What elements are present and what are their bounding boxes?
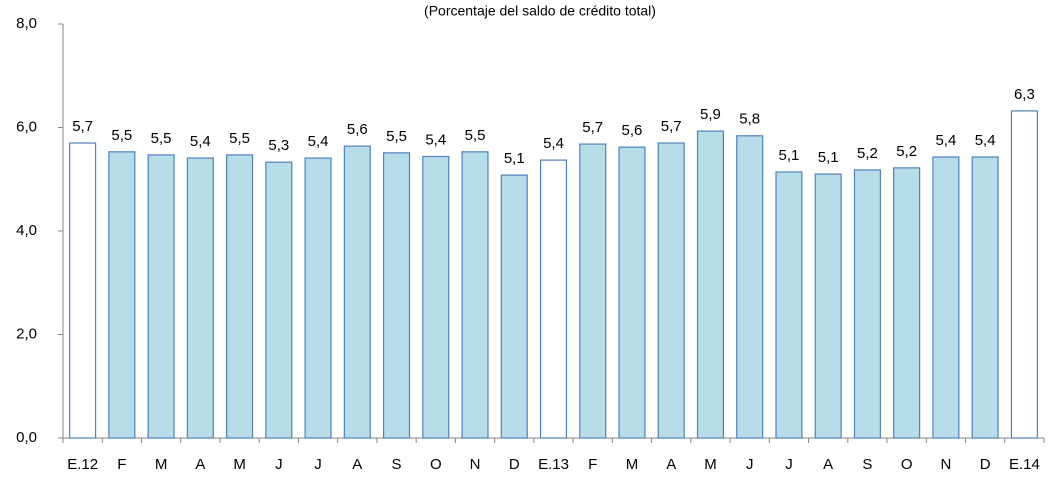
bar xyxy=(186,157,214,439)
bar xyxy=(265,161,293,439)
bar xyxy=(422,155,450,439)
y-tick-label: 0,0 xyxy=(16,429,37,446)
x-tick-label: E.13 xyxy=(538,456,569,473)
bar xyxy=(579,143,607,439)
x-tick-label: E.14 xyxy=(1009,456,1040,473)
value-label: 6,3 xyxy=(1014,86,1035,103)
bar xyxy=(500,174,528,439)
x-tick-label: J xyxy=(275,456,283,473)
value-label: 5,5 xyxy=(465,127,486,144)
value-label: 5,5 xyxy=(151,130,172,147)
bar xyxy=(618,146,646,439)
bar xyxy=(461,151,489,439)
bar xyxy=(69,142,97,439)
value-label: 5,4 xyxy=(935,132,956,149)
x-tick-label: N xyxy=(470,456,481,473)
bar xyxy=(736,135,764,439)
x-tick-label: S xyxy=(862,456,872,473)
value-label: 5,7 xyxy=(582,119,603,136)
x-tick-label: A xyxy=(823,456,833,473)
x-tick-label: E.12 xyxy=(67,456,98,473)
bar xyxy=(147,154,175,439)
value-label: 5,7 xyxy=(661,118,682,135)
value-label: 5,6 xyxy=(622,122,643,139)
value-label: 5,5 xyxy=(111,127,132,144)
value-label: 5,2 xyxy=(857,145,878,162)
x-tick-label: A xyxy=(666,456,676,473)
x-tick-label: J xyxy=(314,456,322,473)
bar xyxy=(657,142,685,439)
x-tick-label: M xyxy=(155,456,168,473)
bar xyxy=(1010,110,1038,439)
x-tick-label: F xyxy=(117,456,126,473)
bar xyxy=(775,171,803,439)
value-label: 5,9 xyxy=(700,106,721,123)
value-label: 5,5 xyxy=(386,128,407,145)
y-tick-label: 4,0 xyxy=(16,222,37,239)
x-tick-label: A xyxy=(195,456,205,473)
value-label: 5,2 xyxy=(896,143,917,160)
value-label: 5,1 xyxy=(504,150,525,167)
x-tick-label: J xyxy=(785,456,793,473)
chart-title: (Porcentaje del saldo de crédito total) xyxy=(424,3,656,19)
value-label: 5,4 xyxy=(975,132,996,149)
bar xyxy=(108,151,136,439)
value-label: 5,5 xyxy=(229,130,250,147)
x-tick-label: N xyxy=(940,456,951,473)
x-tick-label: D xyxy=(980,456,991,473)
value-label: 5,8 xyxy=(739,111,760,128)
value-label: 5,4 xyxy=(425,131,446,148)
bar xyxy=(539,159,568,439)
value-label: 5,4 xyxy=(190,133,211,150)
value-label: 5,3 xyxy=(268,137,289,154)
value-label: 5,1 xyxy=(818,149,839,166)
bar xyxy=(696,130,725,439)
x-tick-label: F xyxy=(588,456,597,473)
value-label: 5,4 xyxy=(308,133,329,150)
x-tick-label: O xyxy=(430,456,442,473)
x-tick-label: M xyxy=(233,456,246,473)
bar xyxy=(971,156,999,439)
bar xyxy=(343,145,371,439)
x-tick-label: M xyxy=(704,456,717,473)
y-tick-label: 8,0 xyxy=(16,15,37,32)
bar xyxy=(226,154,254,439)
x-tick-label: A xyxy=(352,456,362,473)
x-tick-label: M xyxy=(626,456,639,473)
bar xyxy=(853,169,881,439)
value-label: 5,7 xyxy=(72,118,93,135)
x-tick-label: D xyxy=(509,456,520,473)
value-label: 5,6 xyxy=(347,121,368,138)
x-tick-label: O xyxy=(901,456,913,473)
y-tick-label: 6,0 xyxy=(16,118,37,135)
value-label: 5,1 xyxy=(779,147,800,164)
x-tick-label: S xyxy=(392,456,402,473)
bar xyxy=(304,157,332,439)
value-label: 5,4 xyxy=(543,135,564,152)
bar xyxy=(382,152,411,439)
bar xyxy=(932,156,960,439)
bar xyxy=(893,167,921,439)
bar xyxy=(814,173,842,439)
x-tick-label: J xyxy=(746,456,754,473)
y-tick-label: 2,0 xyxy=(16,325,37,342)
